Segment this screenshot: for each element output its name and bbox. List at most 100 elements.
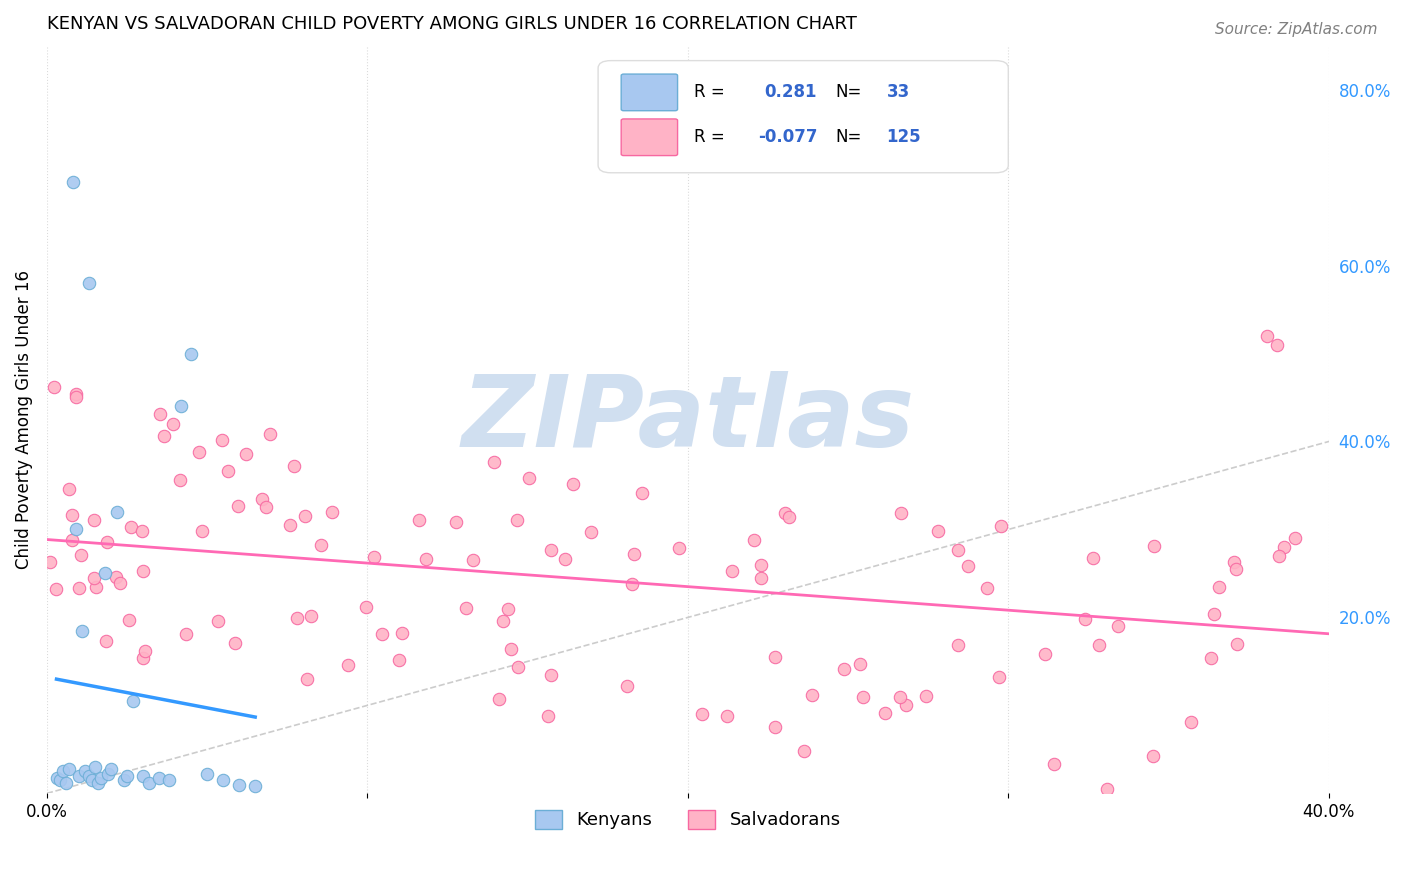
- Point: [211, 433, 233, 447]
- Point: [832, 662, 855, 676]
- Point: [889, 690, 911, 704]
- Point: [60, 508, 83, 523]
- Point: [138, 776, 160, 790]
- Point: [217, 464, 239, 478]
- Point: [519, 471, 541, 485]
- Point: [1033, 648, 1056, 662]
- Point: [228, 778, 250, 792]
- Point: [894, 698, 917, 712]
- Point: [946, 638, 969, 652]
- Point: [690, 707, 713, 722]
- Point: [87, 776, 110, 790]
- Point: [763, 649, 786, 664]
- Point: [100, 762, 122, 776]
- Point: [224, 636, 246, 650]
- Point: [849, 657, 872, 671]
- Point: [90, 771, 112, 785]
- Point: [207, 615, 229, 629]
- Point: [62, 175, 84, 189]
- Point: [1268, 549, 1291, 563]
- Point: [132, 651, 155, 665]
- Point: [890, 506, 912, 520]
- Point: [540, 668, 562, 682]
- Point: [1225, 637, 1247, 651]
- Point: [132, 769, 155, 783]
- Point: [554, 552, 576, 566]
- Point: [1142, 748, 1164, 763]
- Point: [48, 773, 70, 788]
- Point: [299, 608, 322, 623]
- Point: [444, 515, 467, 529]
- Point: [195, 767, 218, 781]
- Point: [80, 773, 103, 788]
- Point: [278, 517, 301, 532]
- Point: [1223, 555, 1246, 569]
- Text: KENYAN VS SALVADORAN CHILD POVERTY AMONG GIRLS UNDER 16 CORRELATION CHART: KENYAN VS SALVADORAN CHILD POVERTY AMONG…: [46, 15, 856, 33]
- Point: [70, 624, 93, 638]
- Point: [45, 582, 67, 596]
- Point: [354, 599, 377, 614]
- Point: [122, 694, 145, 708]
- Point: [65, 390, 87, 404]
- Point: [58, 762, 80, 776]
- Point: [94, 634, 117, 648]
- Point: [1272, 540, 1295, 554]
- Point: [505, 513, 527, 527]
- Point: [97, 767, 120, 781]
- Text: 125: 125: [887, 128, 921, 146]
- Point: [620, 577, 643, 591]
- Point: [388, 653, 411, 667]
- Point: [132, 564, 155, 578]
- Point: [1201, 651, 1223, 665]
- Point: [793, 744, 815, 758]
- Point: [988, 670, 1011, 684]
- Point: [749, 571, 772, 585]
- Point: [491, 614, 513, 628]
- Point: [115, 769, 138, 783]
- Point: [1143, 539, 1166, 553]
- Point: [716, 708, 738, 723]
- Point: [254, 500, 277, 515]
- Point: [295, 672, 318, 686]
- Point: [1208, 581, 1230, 595]
- Point: [67, 581, 90, 595]
- Point: [873, 706, 896, 720]
- Point: [212, 773, 235, 788]
- Text: 33: 33: [887, 83, 910, 101]
- Point: [631, 486, 654, 500]
- Point: [70, 549, 93, 563]
- Point: [488, 692, 510, 706]
- Point: [60, 533, 83, 547]
- Point: [668, 541, 690, 555]
- Text: 0.281: 0.281: [765, 83, 817, 101]
- Point: [616, 679, 638, 693]
- Point: [946, 542, 969, 557]
- Point: [134, 643, 156, 657]
- Text: Source: ZipAtlas.com: Source: ZipAtlas.com: [1215, 22, 1378, 37]
- Point: [285, 611, 308, 625]
- Point: [83, 571, 105, 585]
- FancyBboxPatch shape: [621, 74, 678, 111]
- Point: [956, 559, 979, 574]
- Point: [391, 625, 413, 640]
- Point: [84, 580, 107, 594]
- Point: [191, 524, 214, 539]
- Legend: Kenyans, Salvadorans: Kenyans, Salvadorans: [527, 803, 848, 837]
- Point: [170, 400, 193, 414]
- Point: [105, 570, 128, 584]
- Text: R =: R =: [695, 128, 725, 146]
- Point: [415, 551, 437, 566]
- Text: ZIPatlas: ZIPatlas: [461, 371, 914, 468]
- Point: [321, 505, 343, 519]
- Point: [408, 513, 430, 527]
- Point: [105, 505, 128, 519]
- Point: [501, 642, 523, 657]
- Point: [77, 276, 100, 290]
- Point: [174, 627, 197, 641]
- Point: [153, 429, 176, 443]
- Point: [1265, 337, 1288, 351]
- Point: [1256, 329, 1278, 343]
- Point: [1097, 781, 1119, 796]
- Y-axis label: Child Poverty Among Girls Under 16: Child Poverty Among Girls Under 16: [15, 270, 32, 569]
- Point: [157, 773, 180, 788]
